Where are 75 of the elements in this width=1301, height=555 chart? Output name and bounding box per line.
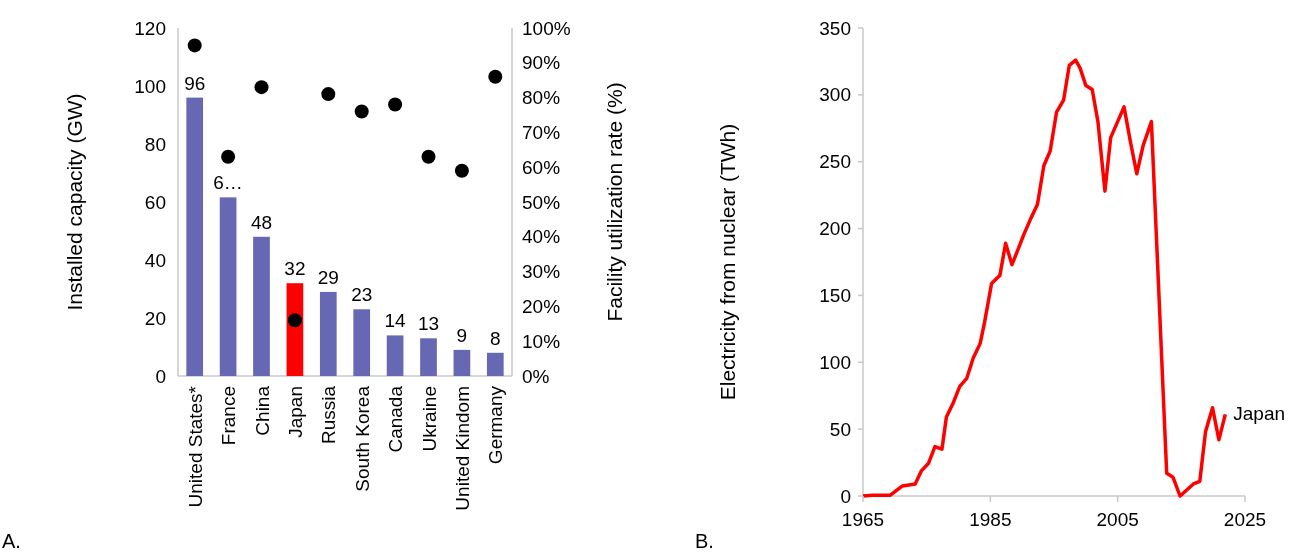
point bbox=[421, 149, 436, 164]
x-tick-label: 1985 bbox=[969, 509, 1012, 530]
data-label: 96 bbox=[184, 72, 206, 94]
data-label: 6… bbox=[213, 172, 243, 194]
y-tick-label: 350 bbox=[819, 17, 851, 39]
y-tick-label: 100 bbox=[819, 351, 851, 373]
x-tick-label: Russia bbox=[318, 385, 340, 445]
bar bbox=[420, 338, 437, 376]
y-tick-label: 150 bbox=[819, 284, 851, 306]
y-tick-label: 120 bbox=[134, 17, 166, 39]
data-label: 23 bbox=[351, 284, 373, 306]
point bbox=[488, 69, 503, 84]
y-axis-title: Electricity from nuclear (TWh) bbox=[716, 123, 739, 401]
x-tick-label: United Kindom bbox=[451, 386, 473, 511]
y-tick-label: 20 bbox=[144, 307, 166, 329]
y-tick-label: 100 bbox=[134, 75, 166, 97]
y-tick-label: 0 bbox=[155, 365, 166, 387]
line-series bbox=[861, 58, 1228, 498]
data-label: 13 bbox=[417, 313, 440, 335]
y-tick-label: 200 bbox=[819, 218, 851, 240]
x-tick-label: Germany bbox=[485, 385, 507, 465]
y-tick-label: 0 bbox=[840, 485, 851, 507]
point bbox=[321, 87, 336, 102]
x-tick-label: China bbox=[251, 385, 273, 436]
bar bbox=[219, 197, 237, 376]
bar bbox=[486, 352, 504, 376]
point bbox=[287, 313, 302, 328]
x-tick-label: South Korea bbox=[351, 385, 373, 492]
y-tick-label: 60 bbox=[144, 191, 166, 213]
y-axis-title: Installed capacity (GW) bbox=[63, 93, 86, 311]
y-tick-label: 40 bbox=[144, 249, 166, 271]
data-label: 29 bbox=[317, 266, 339, 288]
x-tick-label: France bbox=[218, 386, 240, 446]
point bbox=[187, 38, 202, 53]
y2-tick-label: 50% bbox=[522, 191, 561, 213]
data-label: 48 bbox=[250, 211, 273, 233]
y2-tick-label: 80% bbox=[522, 87, 561, 109]
bar bbox=[253, 236, 270, 376]
data-label: 32 bbox=[284, 258, 306, 280]
y2-tick-label: 30% bbox=[522, 261, 561, 283]
x-tick-label: United States* bbox=[184, 385, 206, 508]
point bbox=[354, 104, 369, 119]
text: A. bbox=[2, 530, 21, 552]
y2-tick-label: 100% bbox=[522, 17, 571, 39]
y-tick-label: 300 bbox=[819, 84, 851, 106]
point bbox=[454, 163, 469, 178]
point bbox=[388, 97, 403, 112]
y2-tick-label: 0% bbox=[522, 365, 550, 387]
point bbox=[254, 80, 269, 95]
bar bbox=[186, 97, 204, 376]
y2-tick-label: 60% bbox=[522, 156, 561, 178]
data-label: 8 bbox=[490, 327, 501, 349]
x-tick-label: 2005 bbox=[1096, 509, 1139, 530]
y-tick-label: 250 bbox=[819, 151, 851, 173]
y2-tick-label: 40% bbox=[522, 226, 561, 248]
x-tick-label: Japan bbox=[284, 386, 306, 438]
text: B. bbox=[695, 530, 714, 552]
x-tick-label: 2025 bbox=[1223, 509, 1267, 530]
bar bbox=[386, 335, 404, 376]
bar bbox=[319, 291, 337, 376]
bar bbox=[453, 349, 471, 376]
y-tick-label: 50 bbox=[829, 418, 851, 440]
data-label: 14 bbox=[384, 310, 407, 332]
data-label: 9 bbox=[456, 324, 468, 346]
y2-tick-label: 90% bbox=[522, 52, 561, 74]
y-tick-label: 80 bbox=[144, 133, 166, 155]
y2-axis-title: Facility utilization rate (%) bbox=[603, 82, 626, 322]
bar bbox=[353, 309, 371, 376]
x-tick-label: Canada bbox=[385, 385, 407, 453]
point bbox=[221, 149, 236, 164]
y2-tick-label: 70% bbox=[522, 121, 561, 143]
x-tick-label: Ukraine bbox=[418, 386, 440, 452]
y2-tick-label: 20% bbox=[522, 295, 561, 317]
y2-tick-label: 10% bbox=[522, 330, 561, 352]
x-tick-label: 1965 bbox=[841, 509, 885, 530]
